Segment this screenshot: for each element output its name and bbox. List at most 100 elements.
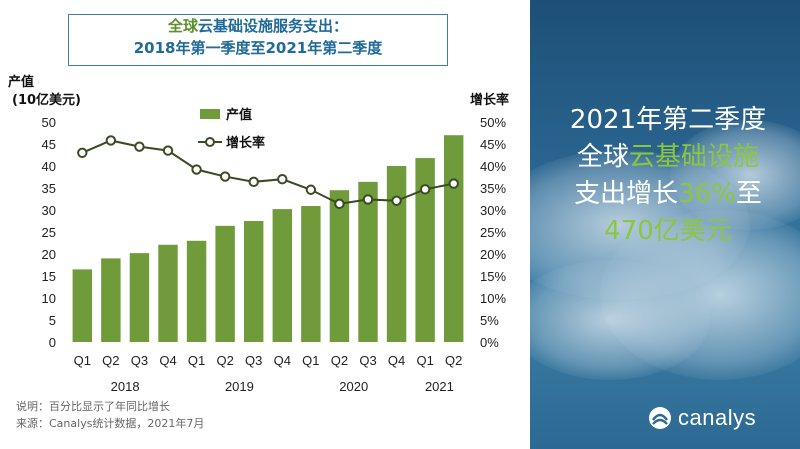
year-label: 2020	[339, 379, 368, 394]
year-labels: 2018 2019 2020 2021	[111, 379, 454, 394]
left-tick-label: 15	[42, 269, 56, 284]
bar	[415, 158, 435, 342]
growth-point	[219, 171, 231, 182]
headline-line2-b: 云基础设施	[629, 142, 760, 172]
bar	[244, 221, 264, 342]
headline: 2021年第二季度 全球云基础设施 支出增长36%至 470亿美元	[546, 102, 790, 250]
x-tick-label: Q2	[216, 353, 233, 368]
headline-line3: 支出增长36%至	[546, 176, 790, 213]
right-tick-label: 0%	[480, 335, 499, 350]
right-tick-label: 35%	[480, 181, 506, 196]
left-tick-label: 5	[49, 313, 56, 328]
growth-point	[277, 174, 288, 185]
x-tick-label: Q1	[188, 353, 205, 368]
headline-line3-a: 支出增长	[574, 179, 679, 209]
bar	[444, 135, 464, 342]
growth-point	[77, 147, 88, 159]
left-tick-label: 10	[42, 291, 56, 306]
left-tick-label: 30	[42, 203, 56, 218]
growth-point	[334, 198, 345, 210]
growth-point	[419, 184, 431, 195]
year-label: 2019	[225, 379, 254, 394]
left-axis-unit: (10亿美元)	[12, 92, 81, 108]
headline-line1: 2021年第二季度	[569, 105, 767, 135]
right-tick-label: 5%	[480, 313, 499, 328]
x-tick-label: Q1	[416, 353, 433, 368]
chart-title-highlight: 全球	[167, 17, 198, 35]
growth-point	[448, 178, 459, 189]
chart-title-rest: 云基础设施服务支出：	[198, 17, 349, 35]
x-tick-label: Q4	[388, 353, 405, 368]
left-tick-label: 35	[42, 181, 56, 196]
cloud-decoration	[530, 260, 710, 380]
x-tick-label: Q1	[302, 353, 319, 368]
x-tick-label: Q2	[102, 353, 119, 368]
bar-series	[72, 135, 464, 342]
right-tick-label: 10%	[480, 291, 506, 306]
chart-title-line1: 全球云基础设施服务支出：	[69, 15, 447, 37]
chart-panel: 全球云基础设施服务支出： 2018年第一季度至2021年第二季度 产值 (10亿…	[8, 14, 510, 432]
bar	[301, 206, 321, 342]
bar	[386, 166, 407, 342]
right-tick-label: 45%	[480, 137, 506, 152]
bar	[329, 190, 350, 342]
right-tick-label: 15%	[480, 269, 506, 284]
chart-title: 全球云基础设施服务支出： 2018年第一季度至2021年第二季度	[68, 14, 448, 66]
growth-point	[391, 195, 402, 206]
right-tick-label: 25%	[480, 225, 506, 240]
x-tick-label: Q3	[245, 353, 262, 368]
x-tick-label: Q4	[274, 353, 291, 368]
growth-point	[191, 164, 202, 175]
growth-point	[105, 135, 117, 146]
right-tick-label: 30%	[480, 203, 506, 218]
legend-line-label: 增长率	[226, 135, 265, 151]
legend-bar-label: 产值	[226, 107, 252, 123]
cloud-decoration	[670, 120, 800, 230]
headline-line2: 全球云基础设施	[546, 139, 790, 176]
headline-line3-c: 至	[735, 179, 762, 209]
x-tick-label: Q1	[74, 353, 91, 368]
right-axis-title: 增长率	[470, 92, 509, 108]
bar	[101, 258, 121, 342]
growth-point	[305, 184, 317, 195]
headline-line2-a: 全球	[576, 142, 629, 172]
bar	[272, 209, 292, 342]
brand: canalys	[648, 404, 756, 432]
canalys-logo-icon	[649, 407, 671, 429]
bar	[72, 269, 92, 342]
left-tick-label: 20	[42, 247, 56, 262]
x-tick-label: Q3	[359, 353, 376, 368]
year-label: 2021	[425, 379, 454, 394]
left-axis-ticks: 0 5 10 15 20 25 30 35 40 45 50	[42, 115, 56, 350]
left-tick-label: 45	[42, 137, 56, 152]
left-tick-label: 40	[42, 159, 56, 174]
bar	[215, 225, 235, 342]
right-tick-label: 50%	[480, 115, 506, 130]
x-tick-label: Q4	[159, 353, 176, 368]
x-axis-ticks: Q1 Q2 Q3 Q4 Q1 Q2 Q3 Q4 Q1 Q2 Q3 Q4 Q1 Q2	[74, 353, 463, 368]
left-tick-label: 25	[42, 225, 56, 240]
growth-point	[248, 176, 259, 188]
right-axis-ticks: 0% 5% 10% 15% 20% 25% 30% 35% 40% 45% 50%	[480, 115, 506, 350]
headline-line3-b: 36%	[678, 179, 736, 209]
growth-point	[162, 145, 174, 156]
left-axis-title: 产值	[8, 74, 34, 90]
left-tick-label: 0	[49, 335, 56, 350]
bar	[358, 181, 378, 342]
legend: 产值 增长率	[198, 107, 265, 151]
right-tick-label: 40%	[480, 159, 506, 174]
x-tick-label: Q2	[445, 353, 462, 368]
x-tick-label: Q3	[131, 353, 148, 368]
bar	[186, 240, 207, 342]
right-tick-label: 20%	[480, 247, 506, 262]
headline-line4: 470亿美元	[604, 216, 732, 246]
growth-line-series	[77, 135, 459, 210]
footnote-source: 来源：Canalys统计数据，2021年7月	[16, 417, 205, 430]
brand-name: canalys	[678, 405, 757, 430]
bar	[129, 253, 150, 342]
chart-svg: 产值 (10亿美元) 增长率 0 5 10 15 20 25 30 35 40 45 50 0% 5%…	[8, 74, 509, 394]
headline-panel	[530, 0, 800, 449]
footnotes: 说明：百分比显示了年同比增长 来源：Canalys统计数据，2021年7月	[16, 398, 204, 432]
x-tick-label: Q2	[331, 353, 348, 368]
legend-bar-swatch	[200, 109, 220, 119]
